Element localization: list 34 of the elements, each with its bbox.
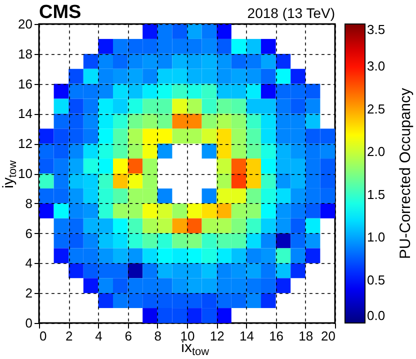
x-tick-label: 0 [40, 328, 47, 344]
color-bar-title: PU-Corrected Occupancy [397, 88, 414, 259]
x-tick-label: 14 [239, 328, 254, 344]
x-tick-label: 18 [298, 328, 314, 344]
x-tick-label: 10 [180, 328, 195, 344]
y-tick-label: 12 [18, 136, 32, 152]
y-axis-title: iytow [0, 160, 19, 188]
y-tick-label: 4 [25, 256, 32, 271]
color-bar-label: 2.0 [367, 144, 386, 160]
y-tick-label: 14 [18, 106, 32, 122]
x-tick-label: 4 [95, 328, 102, 344]
y-tick-label: 2 [25, 286, 32, 301]
y-tick-label: 10 [18, 166, 32, 181]
color-bar-label: 1.0 [367, 230, 386, 245]
y-tick-label: 16 [18, 76, 32, 92]
y-tick-label: 18 [18, 46, 32, 62]
color-bar-label: 0.5 [367, 272, 386, 288]
color-bar-label: 3.0 [367, 58, 386, 74]
x-tick-label: 12 [210, 328, 224, 344]
x-tick-label: 16 [269, 328, 284, 344]
color-bar-label: 3.5 [367, 22, 386, 37]
x-tick-label: 20 [321, 328, 336, 344]
x-tick-label: 8 [154, 328, 162, 344]
x-tick-label: 2 [65, 328, 73, 344]
text: CMS [39, 2, 82, 23]
y-tick-label: 8 [25, 196, 32, 211]
color-bar-label: 2.5 [367, 101, 386, 116]
color-bar-label: 0.0 [367, 308, 386, 323]
y-tick-label: 6 [25, 226, 32, 241]
color-bar-label: 1.5 [367, 186, 386, 202]
y-tick-label: 20 [18, 16, 32, 32]
text: 2018 (13 TeV) [247, 5, 335, 21]
y-tick-label: 0 [25, 316, 32, 330]
x-tick-label: 6 [124, 328, 132, 344]
